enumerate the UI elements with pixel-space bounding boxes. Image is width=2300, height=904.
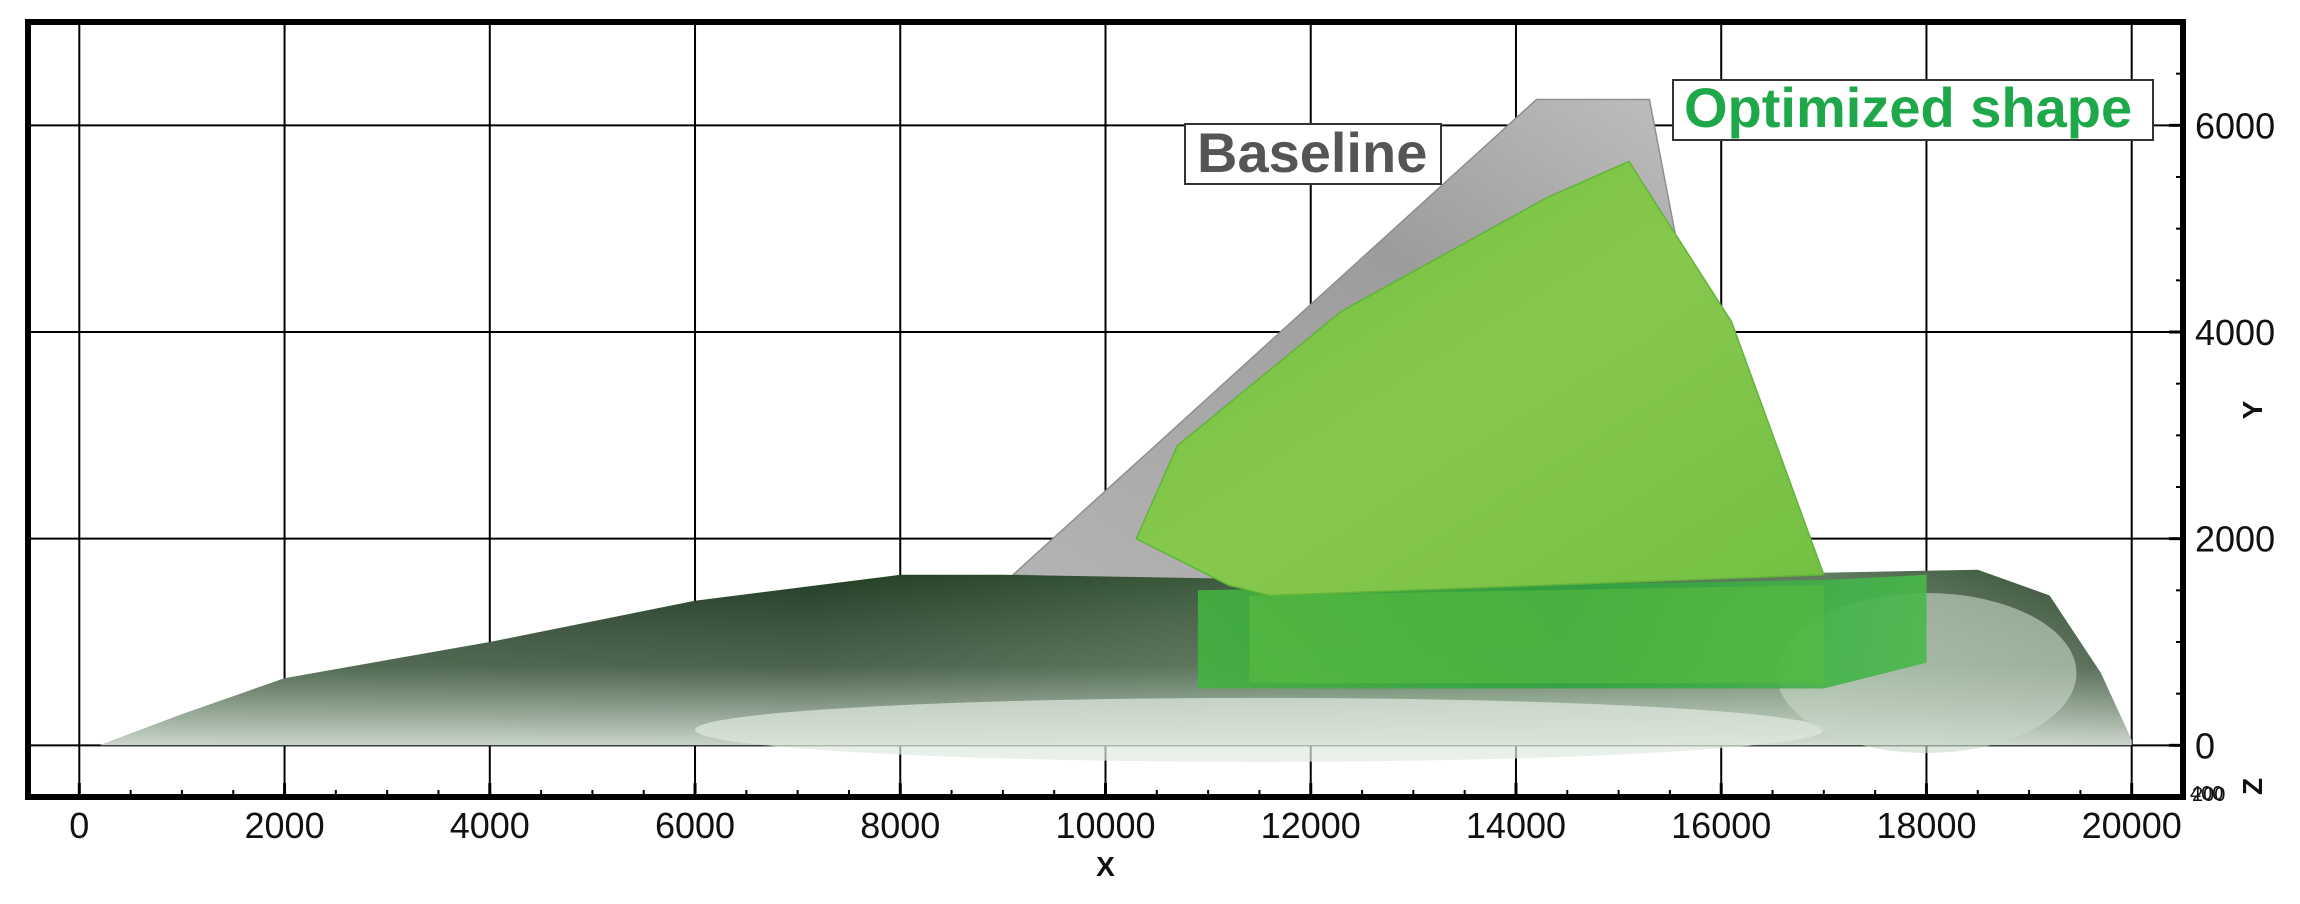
shapes <box>99 98 2132 762</box>
x-tick-label: 12000 <box>1261 805 1361 846</box>
y-tick-label: 4000 <box>2195 312 2275 353</box>
x-tick-label: 6000 <box>655 805 735 846</box>
legend-baseline: Baseline <box>1184 121 1442 185</box>
legend-optimized-text: Optimized shape <box>1684 76 2132 139</box>
x-tick-label: 10000 <box>1055 805 1155 846</box>
x-axis-title: X <box>1096 851 1115 882</box>
y-axis: 0 2000 4000 6000 <box>2169 72 2275 798</box>
optimized-wing-root-inner <box>1249 585 1824 684</box>
y-axis-title: Y <box>2237 400 2268 419</box>
x-tick-label: 18000 <box>1876 805 1976 846</box>
y-tick-label: 6000 <box>2195 105 2275 146</box>
z-tick-label: 200 <box>2192 784 2225 806</box>
z-axis: 400 200 Z <box>2190 778 2268 806</box>
x-tick-label: 2000 <box>245 805 325 846</box>
x-tick-label: 16000 <box>1671 805 1771 846</box>
y-tick-label: 2000 <box>2195 519 2275 560</box>
x-tick-label: 20000 <box>2082 805 2182 846</box>
x-tick-label: 8000 <box>860 805 940 846</box>
z-axis-title: Z <box>2237 778 2268 795</box>
z-tick-label: 400 <box>2190 783 2223 805</box>
legend-optimized: Optimized shape <box>1672 76 2154 141</box>
legend-optimized-box <box>1672 79 2154 141</box>
x-axis: 0 2000 4000 6000 8000 10000 12000 14000 16000 180… <box>69 783 2182 846</box>
x-tick-label: 0 <box>69 805 89 846</box>
legend-baseline-text: Baseline <box>1197 121 1427 184</box>
optimized-wing <box>1135 160 1825 597</box>
legend-baseline-box <box>1184 123 1442 185</box>
y-tick-label: 0 <box>2195 725 2215 766</box>
fuselage-highlight <box>695 697 1824 762</box>
x-tick-label: 14000 <box>1466 805 1566 846</box>
x-tick-label: 4000 <box>450 805 530 846</box>
